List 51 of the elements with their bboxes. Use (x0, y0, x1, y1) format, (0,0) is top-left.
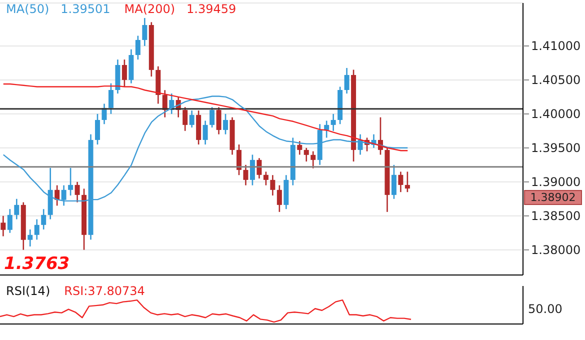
chart-title: RSI(14) (6, 284, 50, 298)
y-tick-label: 1.39000 (531, 175, 581, 190)
candlestick (304, 147, 309, 162)
candlestick (7, 208, 12, 234)
line-series (2, 83, 408, 152)
candlestick (398, 171, 404, 193)
candlestick (41, 208, 46, 230)
candlestick (243, 164, 248, 186)
candlestick (182, 106, 188, 132)
candlestick (270, 174, 276, 196)
candlestick (236, 144, 242, 176)
y-tick-label: 1.40000 (531, 107, 581, 122)
y-tick-label: 1.40500 (531, 73, 581, 88)
candlestick (297, 140, 302, 156)
candlestick (0, 215, 6, 237)
candlestick (404, 171, 410, 193)
candlestick (28, 228, 33, 248)
series-label: RSI:37.80734 (64, 284, 145, 298)
candlestick (391, 164, 396, 200)
candlestick (14, 198, 20, 220)
text: MA(50) 1.39501 (6, 2, 110, 16)
candlestick (324, 120, 330, 138)
annotation: 1.3763 (4, 254, 70, 274)
candlestick (122, 58, 127, 88)
candlestick (216, 106, 222, 135)
text: MA(200) 1.39459 (124, 2, 236, 16)
y-tick-label: 1.38000 (531, 243, 581, 258)
candlestick (135, 35, 140, 60)
candlestick (34, 218, 40, 240)
y-tick-label: 1.39500 (531, 141, 581, 156)
y-tick-label: 1.38500 (531, 209, 581, 224)
candlestick (223, 113, 228, 135)
y-tick-label: 1.41000 (531, 39, 581, 54)
candlestick (263, 171, 268, 186)
text: 50.00 (528, 302, 562, 316)
candlestick (310, 150, 316, 169)
candlestick (95, 113, 100, 146)
candlestick (142, 17, 148, 47)
candlestick (68, 167, 74, 196)
candlestick (202, 120, 208, 146)
candlestick (256, 157, 262, 180)
candlestick (74, 181, 80, 203)
candlestick (162, 89, 168, 118)
candlestick (108, 82, 114, 115)
candlestick (344, 67, 350, 94)
candlestick (276, 184, 282, 213)
candlestick (189, 110, 194, 128)
candlestick (250, 154, 255, 186)
candlestick (210, 106, 215, 128)
candlestick (330, 113, 336, 132)
text: 1.38902 (524, 190, 582, 206)
